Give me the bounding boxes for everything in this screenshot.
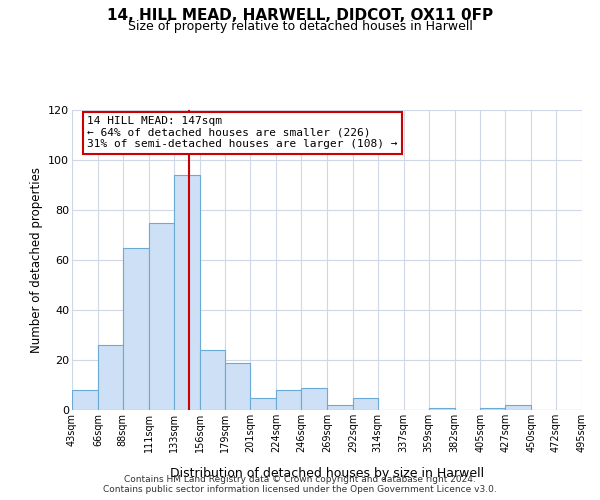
Bar — [226, 362, 250, 410]
Bar — [98, 345, 123, 410]
Bar — [72, 390, 98, 410]
Bar — [276, 390, 301, 410]
Bar — [173, 175, 199, 410]
Bar — [353, 398, 378, 410]
Text: Contains HM Land Registry data © Crown copyright and database right 2024.
Contai: Contains HM Land Registry data © Crown c… — [103, 474, 497, 494]
Text: 14, HILL MEAD, HARWELL, DIDCOT, OX11 0FP: 14, HILL MEAD, HARWELL, DIDCOT, OX11 0FP — [107, 8, 493, 22]
Text: Distribution of detached houses by size in Harwell: Distribution of detached houses by size … — [170, 468, 484, 480]
Bar — [149, 222, 173, 410]
Text: Size of property relative to detached houses in Harwell: Size of property relative to detached ho… — [128, 20, 472, 33]
Bar — [199, 350, 226, 410]
Bar — [250, 398, 276, 410]
Bar — [123, 248, 149, 410]
Bar — [481, 408, 505, 410]
Bar — [505, 405, 531, 410]
Y-axis label: Number of detached properties: Number of detached properties — [29, 167, 43, 353]
Bar — [327, 405, 353, 410]
Bar — [428, 408, 455, 410]
Text: 14 HILL MEAD: 147sqm
← 64% of detached houses are smaller (226)
31% of semi-deta: 14 HILL MEAD: 147sqm ← 64% of detached h… — [88, 116, 398, 149]
Bar — [301, 388, 327, 410]
